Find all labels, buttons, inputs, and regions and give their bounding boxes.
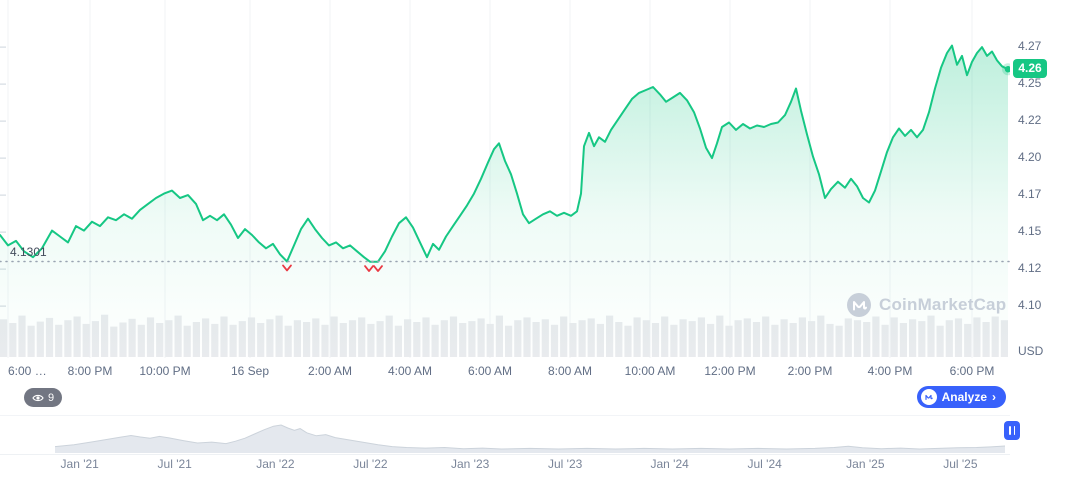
watermark-text: CoinMarketCap [879,295,1007,314]
y-axis-label: 4.20 [1018,150,1042,165]
x-axis-label: 2:00 AM [307,364,353,378]
x-axis-label: 2:00 PM [787,364,833,378]
eye-icon [32,394,44,401]
x-axis-label: 8:00 AM [547,364,593,378]
x-axis-label: 4:00 AM [387,364,433,378]
x-axis-label: 6:00 … [8,364,47,378]
x-axis-label: 10:00 AM [624,364,676,378]
navigator-date-label: Jan '25 [846,457,885,471]
watchers-badge[interactable]: 9 [24,388,63,407]
coinmarketcap-watermark: CoinMarketCap [846,292,1006,318]
navigator-chart[interactable] [55,417,1005,453]
navigator-date-label: Jan '24 [650,457,689,471]
y-axis-label: 4.12 [1018,261,1042,276]
x-axis-label: 6:00 AM [467,364,513,378]
navigator-date-label: Jul '23 [547,457,583,471]
cmc-logo-icon [920,389,937,405]
x-axis-label: 6:00 PM [949,364,995,378]
current-price-badge: 4.26 [1013,59,1047,79]
navigator-date-label: Jul '22 [353,457,388,471]
y-axis-label: 4.27 [1018,39,1042,54]
analyze-label: Analyze [941,390,987,404]
x-axis-label: 8:00 PM [67,364,113,378]
x-axis-label: 12:00 PM [704,364,756,378]
y-axis-label: 4.17 [1018,187,1042,202]
low-markers [282,264,383,272]
navigator-date-label: Jul '21 [157,457,192,471]
price-line [0,44,1009,263]
x-axis: 6:00 … 8:00 PM 10:00 PM 16 Sep 2:00 AM 4:00 A… [0,364,1010,380]
last-point-dot [1004,66,1010,73]
navigator-area [55,425,1005,453]
price-area [0,45,1008,358]
navigator-date-label: Jan '23 [450,457,490,471]
navigator-date-label: Jan '21 [60,457,99,471]
y-axis-label: 4.22 [1018,113,1042,128]
navigator-outline [55,424,1005,450]
x-axis-label: 10:00 PM [139,364,191,378]
y-axis-label: 4.10 [1018,298,1042,313]
navigator-date-label: Jul '24 [747,457,782,471]
watchers-count: 9 [48,391,55,404]
analyze-button[interactable]: Analyze › [916,386,1006,408]
y-axis-label: 4.25 [1018,76,1042,91]
price-chart[interactable] [0,0,1010,358]
navigator-date-label: Jan '22 [256,457,295,471]
chevron-right-icon: › [992,390,996,404]
y-axis-label: 4.15 [1018,224,1042,239]
x-axis-label: 16 Sep [230,364,270,378]
range-navigator[interactable] [0,415,1010,455]
navigator-date-axis: Jan '21 Jul '21 Jan '22 Jul '22 Jan '23 Jul '… [0,457,1072,473]
x-axis-label: 4:00 PM [867,364,913,378]
navigator-date-label: Jul '25 [943,457,978,471]
reference-price-label: 4.1301 [10,244,47,259]
currency-label: USD [1018,344,1044,358]
coinmarketcap-logo-icon [847,293,871,317]
navigator-right-handle[interactable] [1004,421,1020,440]
